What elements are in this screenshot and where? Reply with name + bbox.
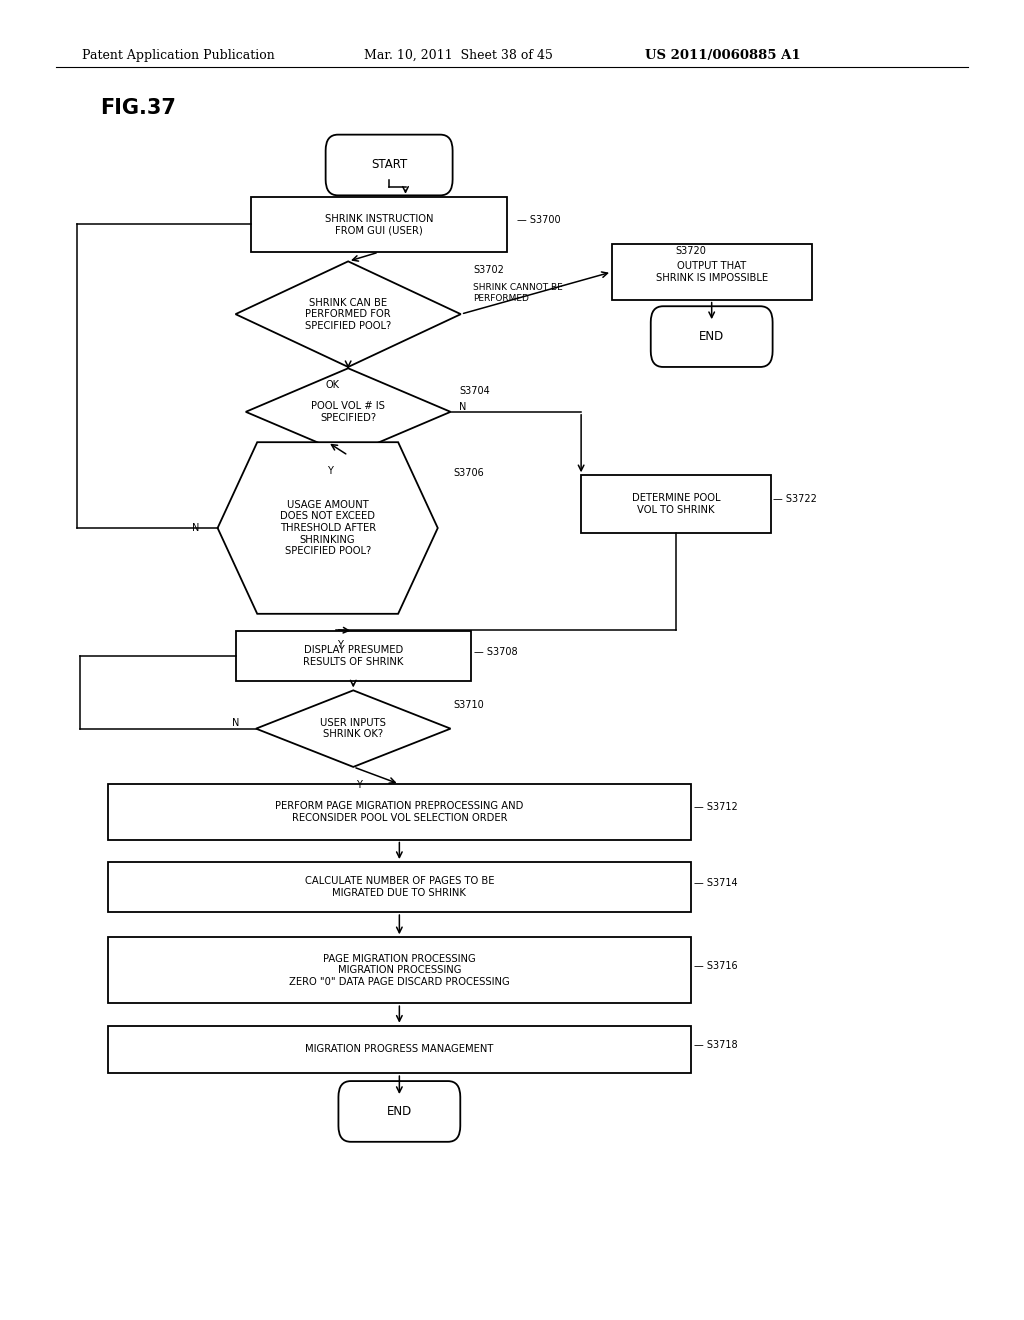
Text: N: N	[191, 523, 200, 533]
Text: S3710: S3710	[454, 700, 484, 710]
Text: Mar. 10, 2011  Sheet 38 of 45: Mar. 10, 2011 Sheet 38 of 45	[364, 49, 552, 62]
Text: Y: Y	[327, 466, 333, 477]
Text: — S3722: — S3722	[773, 494, 817, 504]
Text: END: END	[699, 330, 724, 343]
Text: CALCULATE NUMBER OF PAGES TO BE
MIGRATED DUE TO SHRINK: CALCULATE NUMBER OF PAGES TO BE MIGRATED…	[304, 876, 495, 898]
Bar	[108, 937, 691, 1003]
FancyBboxPatch shape	[326, 135, 453, 195]
Text: USAGE AMOUNT
DOES NOT EXCEED
THRESHOLD AFTER
SHRINKING
SPECIFIED POOL?: USAGE AMOUNT DOES NOT EXCEED THRESHOLD A…	[280, 500, 376, 556]
Bar	[108, 1026, 691, 1073]
Text: SHRINK CANNOT BE
PERFORMED: SHRINK CANNOT BE PERFORMED	[473, 284, 563, 302]
Polygon shape	[236, 261, 461, 367]
Text: POOL VOL # IS
SPECIFIED?: POOL VOL # IS SPECIFIED?	[311, 401, 385, 422]
FancyBboxPatch shape	[651, 306, 772, 367]
Polygon shape	[256, 690, 451, 767]
FancyBboxPatch shape	[338, 1081, 461, 1142]
Text: — S3712: — S3712	[694, 801, 738, 812]
Text: S3720: S3720	[676, 246, 707, 256]
Text: — S3716: — S3716	[694, 961, 738, 972]
Text: END: END	[387, 1105, 412, 1118]
Bar	[582, 475, 770, 533]
Text: Y: Y	[337, 640, 343, 651]
Text: DETERMINE POOL
VOL TO SHRINK: DETERMINE POOL VOL TO SHRINK	[632, 494, 720, 515]
Text: N: N	[459, 401, 466, 412]
Polygon shape	[218, 442, 438, 614]
Bar	[108, 784, 691, 840]
Text: S3704: S3704	[460, 385, 490, 396]
Text: S3702: S3702	[473, 264, 504, 275]
Bar	[236, 631, 471, 681]
Text: OUTPUT THAT
SHRINK IS IMPOSSIBLE: OUTPUT THAT SHRINK IS IMPOSSIBLE	[655, 261, 768, 282]
Bar	[108, 862, 691, 912]
Text: — S3700: — S3700	[517, 215, 561, 226]
Text: SHRINK INSTRUCTION
FROM GUI (USER): SHRINK INSTRUCTION FROM GUI (USER)	[325, 214, 433, 235]
Bar	[251, 197, 507, 252]
Text: PAGE MIGRATION PROCESSING
MIGRATION PROCESSING
ZERO "0" DATA PAGE DISCARD PROCES: PAGE MIGRATION PROCESSING MIGRATION PROC…	[289, 953, 510, 987]
Text: FIG.37: FIG.37	[100, 98, 176, 119]
Text: Patent Application Publication: Patent Application Publication	[82, 49, 274, 62]
Text: PERFORM PAGE MIGRATION PREPROCESSING AND
RECONSIDER POOL VOL SELECTION ORDER: PERFORM PAGE MIGRATION PREPROCESSING AND…	[275, 801, 523, 822]
Text: SHRINK CAN BE
PERFORMED FOR
SPECIFIED POOL?: SHRINK CAN BE PERFORMED FOR SPECIFIED PO…	[305, 297, 391, 331]
Text: DISPLAY PRESUMED
RESULTS OF SHRINK: DISPLAY PRESUMED RESULTS OF SHRINK	[303, 645, 403, 667]
Text: — S3718: — S3718	[694, 1040, 738, 1051]
Bar	[611, 244, 811, 300]
Polygon shape	[246, 368, 451, 455]
Text: MIGRATION PROGRESS MANAGEMENT: MIGRATION PROGRESS MANAGEMENT	[305, 1044, 494, 1055]
Text: START: START	[371, 158, 408, 172]
Text: USER INPUTS
SHRINK OK?: USER INPUTS SHRINK OK?	[321, 718, 386, 739]
Text: OK: OK	[326, 380, 340, 391]
Text: N: N	[232, 718, 240, 729]
Text: US 2011/0060885 A1: US 2011/0060885 A1	[645, 49, 801, 62]
Text: — S3708: — S3708	[474, 647, 518, 657]
Text: Y: Y	[356, 780, 362, 791]
Text: S3706: S3706	[454, 467, 484, 478]
Text: — S3714: — S3714	[694, 878, 738, 888]
